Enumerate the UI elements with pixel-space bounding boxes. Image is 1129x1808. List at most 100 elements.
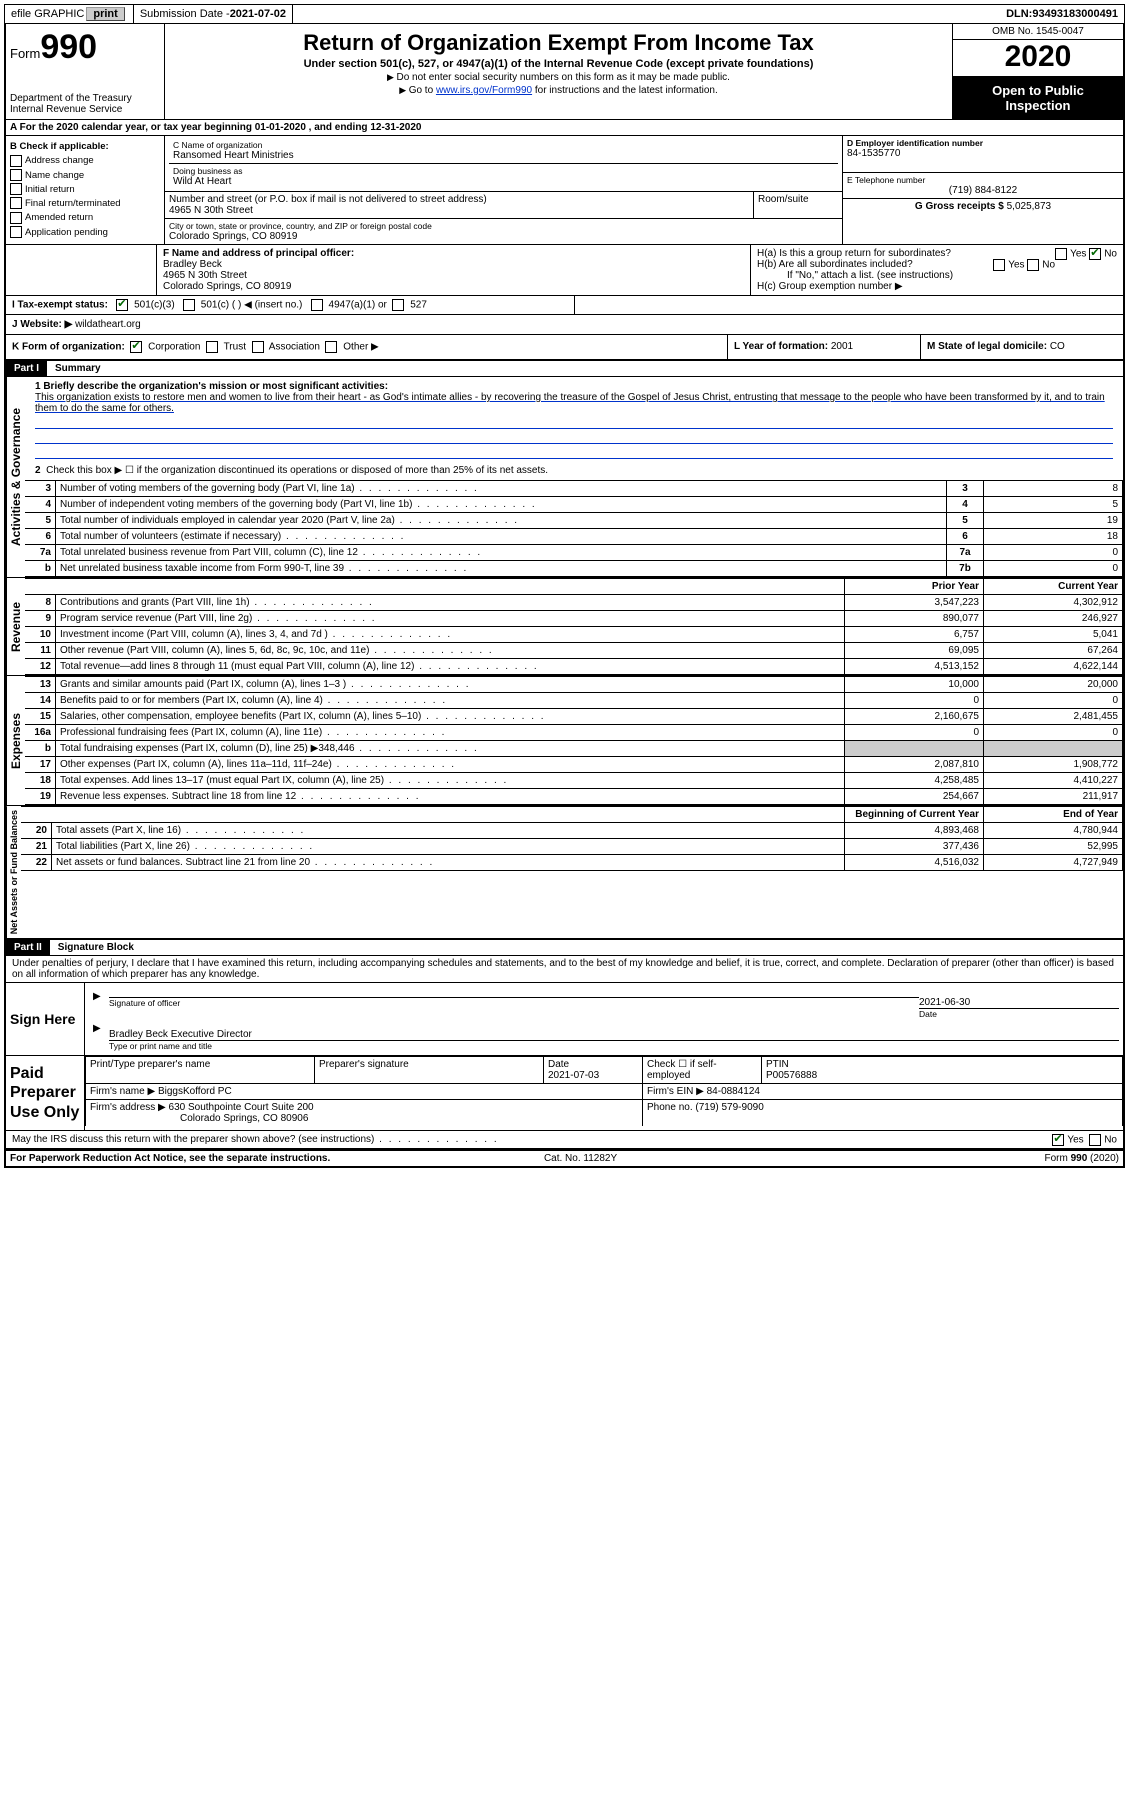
dba-name: Wild At Heart	[173, 176, 834, 187]
firm-phone: (719) 579-9090	[695, 1102, 763, 1113]
col-begin-year: Beginning of Current Year	[845, 807, 984, 823]
h-b-note: If "No," attach a list. (see instruction…	[757, 270, 1117, 281]
goto-pre: Go to	[409, 85, 436, 96]
mission-blank-line	[35, 431, 1113, 444]
f-officer-label: F Name and address of principal officer:	[163, 248, 354, 259]
discuss-question: May the IRS discuss this return with the…	[12, 1134, 499, 1145]
chk-initial-return[interactable]	[10, 183, 22, 195]
form-subtitle: Under section 501(c), 527, or 4947(a)(1)…	[169, 58, 948, 70]
ein-value: 84-1535770	[847, 148, 1119, 159]
chk-ha-yes[interactable]	[1055, 248, 1067, 260]
city-state-zip: Colorado Springs, CO 80919	[169, 231, 838, 242]
chk-4947[interactable]	[311, 299, 323, 311]
sig-arrow-icon: ▶	[93, 991, 101, 1002]
table-row: 6Total number of volunteers (estimate if…	[25, 529, 1123, 545]
dln-value: 93493183000491	[1032, 8, 1118, 20]
footer-form: Form 990 (2020)	[1044, 1153, 1118, 1164]
chk-501c3[interactable]	[116, 299, 128, 311]
chk-527[interactable]	[392, 299, 404, 311]
col-b-title: B Check if applicable:	[10, 141, 109, 152]
sign-here-label: Sign Here	[6, 983, 85, 1055]
gross-receipts-label: G Gross receipts $	[915, 201, 1007, 212]
street-address: 4965 N 30th Street	[169, 205, 749, 216]
h-a-label: H(a) Is this a group return for subordin…	[757, 248, 951, 259]
table-row: 21Total liabilities (Part X, line 26)377…	[21, 839, 1123, 855]
website-value: wildatheart.org	[75, 319, 141, 330]
form-title: Return of Organization Exempt From Incom…	[169, 30, 948, 56]
officer-name: Bradley Beck	[163, 259, 744, 270]
k-form-org-label: K Form of organization:	[12, 342, 125, 353]
ein-label: D Employer identification number	[847, 138, 983, 148]
firm-addr2: Colorado Springs, CO 80906	[90, 1113, 308, 1124]
phone-value: (719) 884-8122	[847, 185, 1119, 196]
sig-officer-label: Signature of officer	[109, 998, 919, 1008]
part2-header: Part II	[6, 940, 50, 955]
chk-final-return[interactable]	[10, 197, 22, 209]
room-label: Room/suite	[758, 194, 838, 205]
efile-label: efile GRAPHIC	[11, 8, 84, 20]
form-prefix: Form	[10, 46, 40, 61]
chk-ha-no[interactable]	[1089, 248, 1101, 260]
dept-treasury: Department of the Treasury	[10, 93, 132, 104]
form990-link[interactable]: www.irs.gov/Form990	[436, 85, 532, 96]
line1-label: 1 Briefly describe the organization's mi…	[35, 381, 388, 392]
part2-title: Signature Block	[50, 940, 142, 955]
print-button[interactable]: print	[86, 7, 124, 21]
inspection: Inspection	[1005, 98, 1070, 113]
chk-app-pending[interactable]	[10, 226, 22, 238]
table-row: 8Contributions and grants (Part VIII, li…	[25, 595, 1123, 611]
mission-text: This organization exists to restore men …	[35, 392, 1105, 414]
net-assets-table: Beginning of Current YearEnd of Year 20T…	[21, 806, 1123, 871]
row-a-tax-year: A For the 2020 calendar year, or tax yea…	[6, 120, 1123, 136]
table-row: 18Total expenses. Add lines 13–17 (must …	[25, 773, 1123, 789]
col-current-year: Current Year	[984, 579, 1123, 595]
paid-preparer-label: Paid Preparer Use Only	[6, 1056, 85, 1130]
preparer-table: Print/Type preparer's name Preparer's si…	[85, 1056, 1123, 1126]
goto-post: for instructions and the latest informat…	[532, 85, 718, 96]
officer-addr2: Colorado Springs, CO 80919	[163, 281, 744, 292]
chk-address-change[interactable]	[10, 155, 22, 167]
footer-catno: Cat. No. 11282Y	[544, 1153, 617, 1164]
sig-arrow-icon: ▶	[93, 1023, 101, 1034]
form-header: Form990 Department of the TreasuryIntern…	[6, 24, 1123, 120]
table-row: 17Other expenses (Part IX, column (A), l…	[25, 757, 1123, 773]
table-row: 14Benefits paid to or for members (Part …	[25, 693, 1123, 709]
chk-assoc[interactable]	[252, 341, 264, 353]
irs-label: Internal Revenue Service	[10, 104, 122, 115]
mission-blank-line	[35, 446, 1113, 459]
chk-amended[interactable]	[10, 212, 22, 224]
table-row: 15Salaries, other compensation, employee…	[25, 709, 1123, 725]
submission-date: 2021-07-02	[230, 8, 286, 20]
perjury-declaration: Under penalties of perjury, I declare th…	[6, 956, 1123, 983]
top-toolbar: efile GRAPHIC print Submission Date - 20…	[4, 4, 1125, 24]
state-domicile: CO	[1050, 341, 1065, 352]
table-row: bTotal fundraising expenses (Part IX, co…	[25, 741, 1123, 757]
line2-text: Check this box ▶ ☐ if the organization d…	[46, 465, 548, 476]
sig-date-label: Date	[919, 1009, 1119, 1019]
sig-name-label: Type or print name and title	[109, 1041, 1119, 1051]
expenses-table: 13Grants and similar amounts paid (Part …	[25, 676, 1123, 805]
dba-label: Doing business as	[173, 166, 834, 176]
tab-revenue: Revenue	[6, 578, 25, 675]
chk-discuss-yes[interactable]	[1052, 1134, 1064, 1146]
open-public: Open to Public	[992, 83, 1084, 98]
firm-addr1: 630 Southpointe Court Suite 200	[169, 1102, 314, 1113]
chk-501c[interactable]	[183, 299, 195, 311]
addr-label: Number and street (or P.O. box if mail i…	[169, 194, 749, 205]
chk-name-change[interactable]	[10, 169, 22, 181]
sig-date: 2021-06-30	[919, 997, 970, 1008]
table-row: 22Net assets or fund balances. Subtract …	[21, 855, 1123, 871]
table-row: 20Total assets (Part X, line 16)4,893,46…	[21, 823, 1123, 839]
chk-trust[interactable]	[206, 341, 218, 353]
org-name: Ransomed Heart Ministries	[173, 150, 834, 161]
chk-corp[interactable]	[130, 341, 142, 353]
table-row: 11Other revenue (Part VIII, column (A), …	[25, 643, 1123, 659]
chk-hb-no[interactable]	[1027, 259, 1039, 271]
table-row: 4Number of independent voting members of…	[25, 497, 1123, 513]
chk-other[interactable]	[325, 341, 337, 353]
prep-date: 2021-07-03	[548, 1070, 599, 1081]
chk-discuss-no[interactable]	[1089, 1134, 1101, 1146]
footer-paperwork: For Paperwork Reduction Act Notice, see …	[10, 1153, 330, 1164]
chk-hb-yes[interactable]	[993, 259, 1005, 271]
submission-label: Submission Date -	[140, 8, 230, 20]
